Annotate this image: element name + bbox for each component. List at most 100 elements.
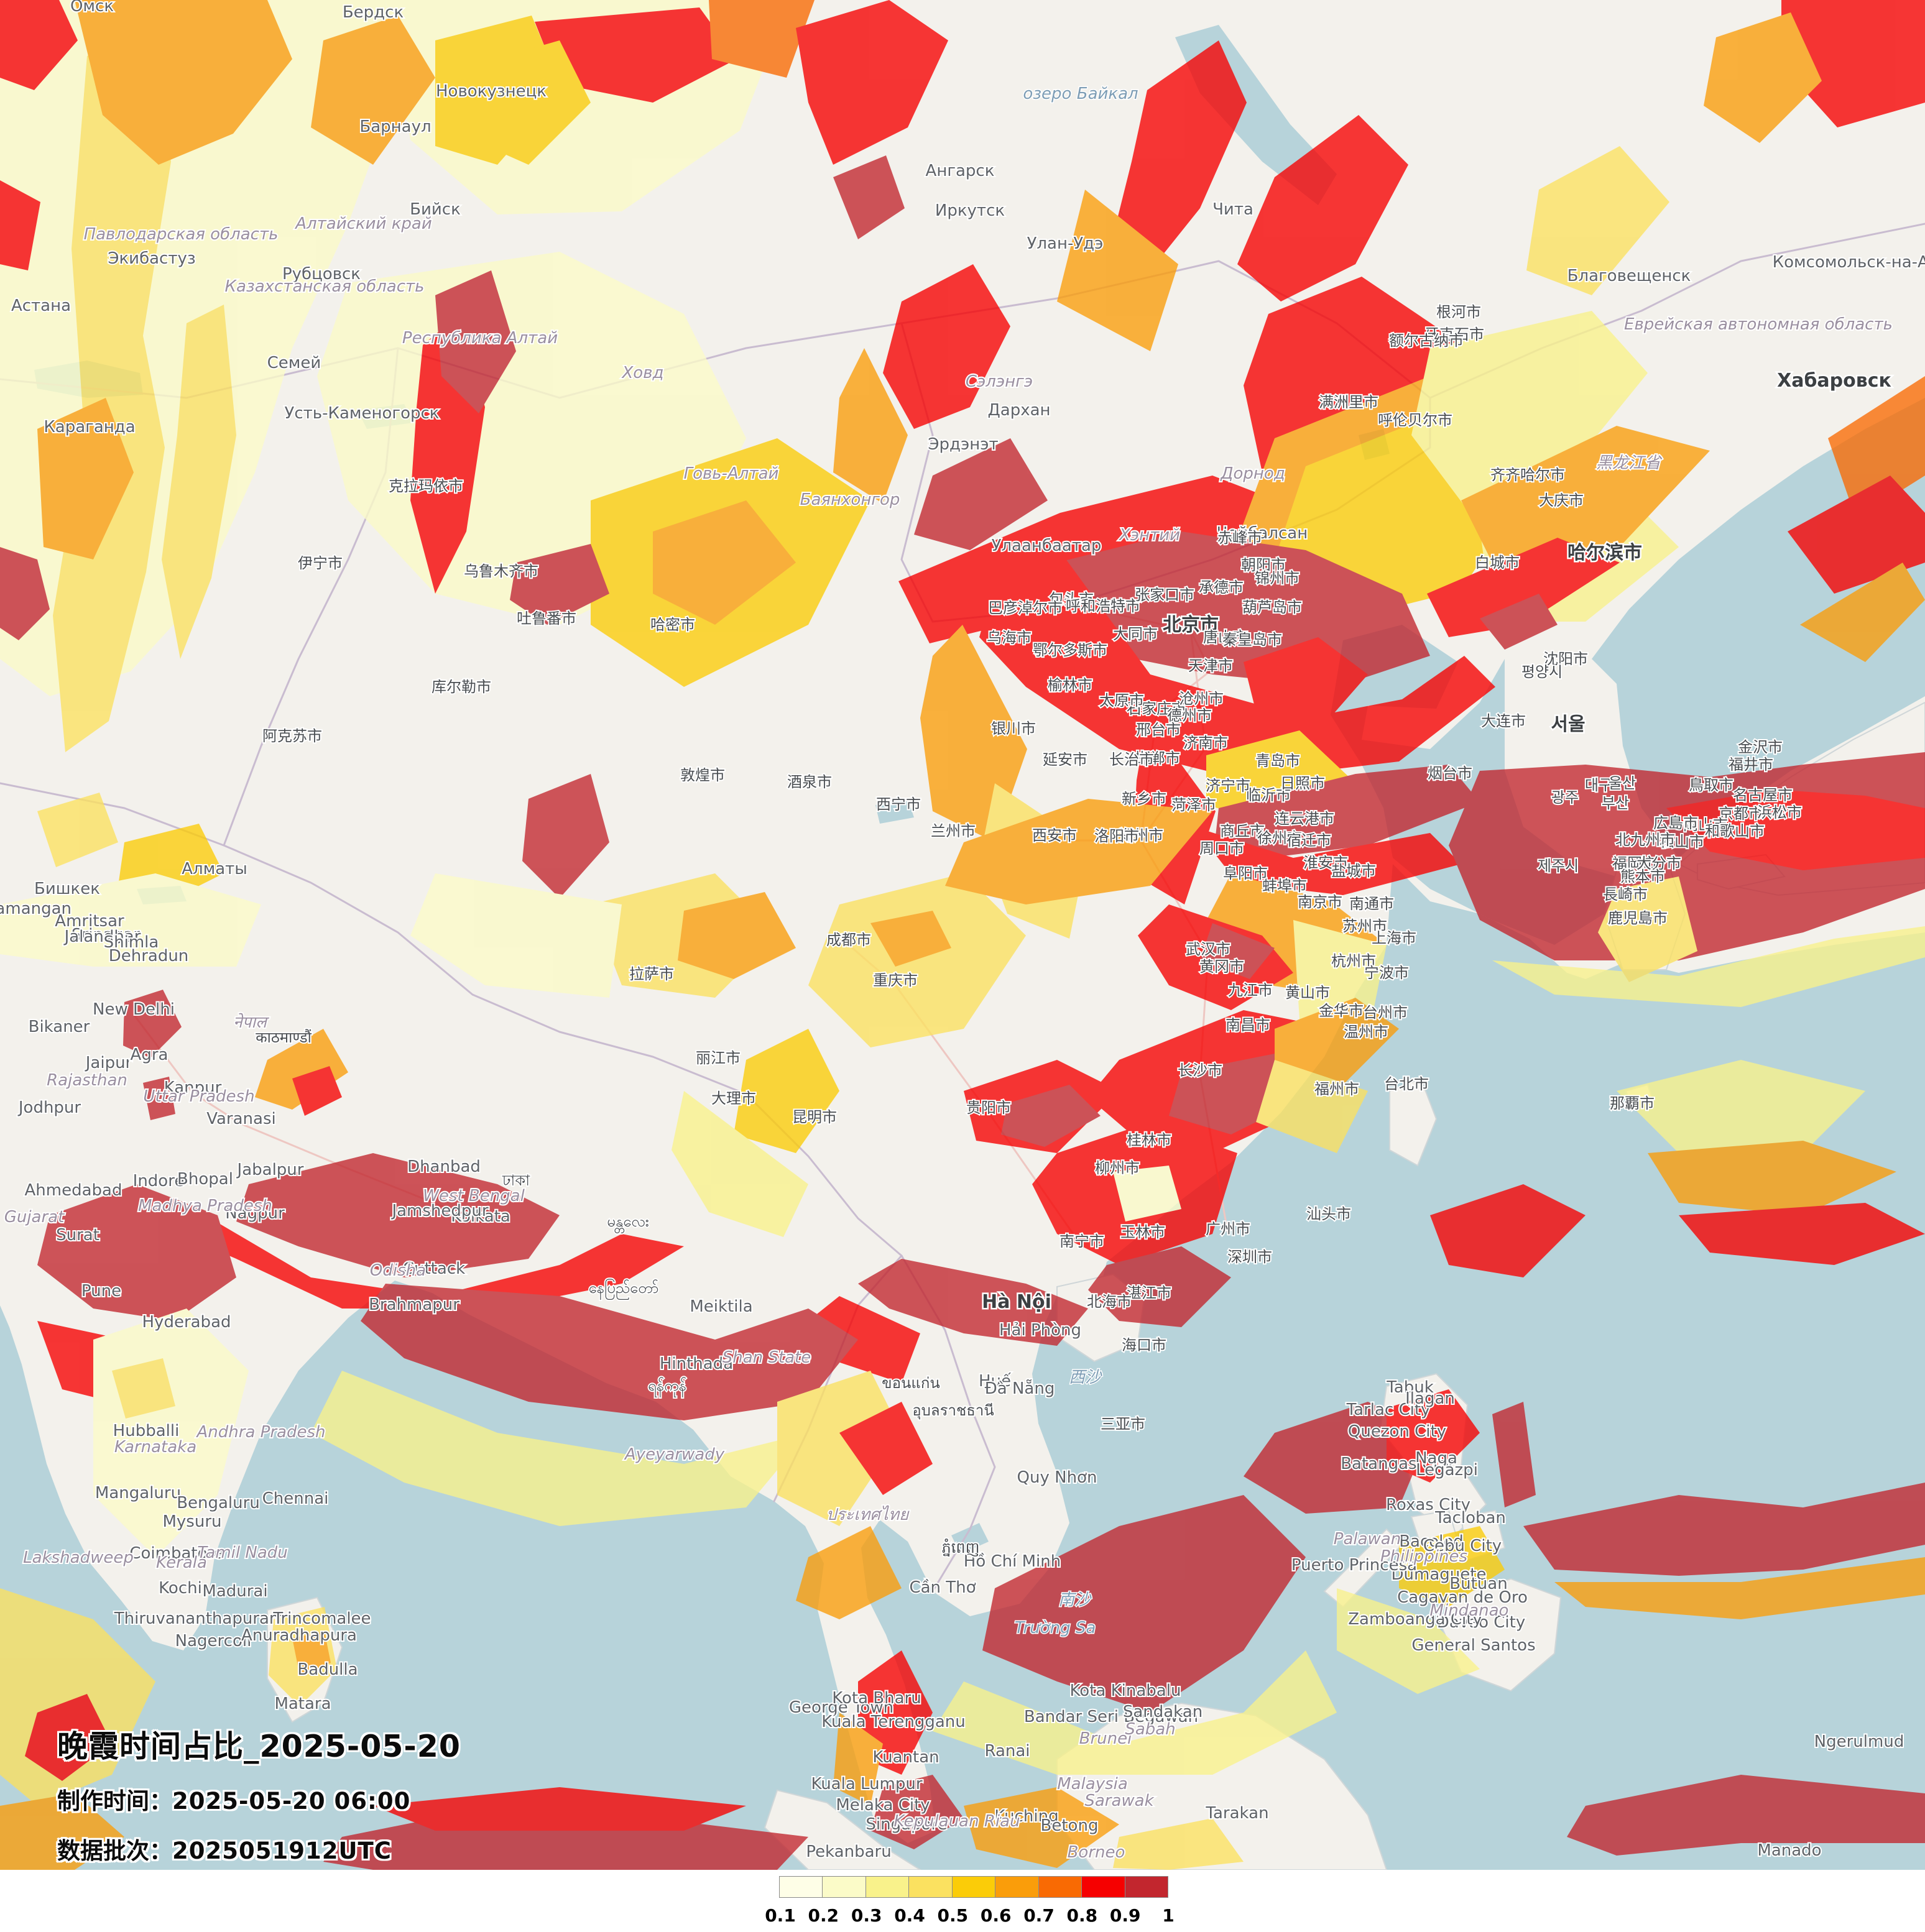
map-label: Tacloban — [1434, 1509, 1506, 1527]
heat-region-level-4 — [808, 873, 1026, 1047]
map-label: Indore — [133, 1172, 185, 1190]
heat-region-level-8 — [25, 1694, 112, 1781]
heat-region-level-6 — [1461, 426, 1710, 563]
map-label: Kerala — [156, 1553, 207, 1572]
map-label: Nagpur — [225, 1204, 285, 1223]
map-label: Экибастуз — [108, 249, 195, 268]
map-label: 鄂尔多斯市 — [1033, 642, 1107, 659]
heatmap-overlay-layer — [0, 0, 1925, 1870]
map-label: 鳥取市 — [1689, 776, 1733, 794]
heat-region-level-8 — [193, 1215, 684, 1309]
map-label: 秦皇岛市 — [1222, 631, 1282, 648]
map-label: 拉萨市 — [629, 965, 674, 983]
map-label: Bikaner — [29, 1018, 90, 1036]
heat-region-level-2 — [410, 873, 622, 998]
heat-region-level-9 — [361, 1284, 858, 1420]
data-batch-value: 2025051912UTC — [172, 1838, 392, 1864]
weather-map-canvas: Омск Бердск Новокузнецк Барнаул Бийск Экибаст… — [0, 0, 1925, 1870]
map-label: 长治市 — [1109, 751, 1154, 768]
map-label: Hà Nội — [982, 1291, 1051, 1313]
map-label: Zamboanga City — [1348, 1610, 1482, 1629]
map-label: Cần Thơ — [909, 1578, 976, 1597]
heat-region-level-6 — [833, 348, 908, 504]
map-label: Ilagan — [1405, 1389, 1455, 1408]
map-label: Говь-Алтай — [684, 464, 779, 483]
heat-region-level-9 — [1567, 1775, 1925, 1856]
heat-region-level-9 — [37, 1184, 236, 1321]
map-label: Singapore — [866, 1815, 947, 1834]
map-label: Puerto Princesa — [1291, 1556, 1417, 1575]
map-label: 北海市 — [1087, 1293, 1132, 1310]
map-label: 哈尔滨市 — [1567, 542, 1642, 564]
map-label: Tamil Nadu — [197, 1543, 288, 1562]
map-label: 湛江市 — [1127, 1284, 1171, 1302]
colorbar-tick: 0.7 — [1023, 1905, 1055, 1926]
map-label: 郑州市 — [1119, 827, 1163, 844]
map-label: Varanasi — [206, 1110, 276, 1128]
map-label: Davao City — [1437, 1613, 1525, 1632]
map-label: 大分市 — [1636, 855, 1681, 872]
map-label: 南沙 — [1058, 1591, 1092, 1609]
map-label: озеро Байкал — [1023, 85, 1138, 103]
map-label: อุบลราชธานี — [912, 1402, 994, 1420]
map-label: Uttar Pradesh — [143, 1087, 254, 1106]
heat-region-level-2 — [1113, 1166, 1181, 1221]
map-label: 克拉玛依市 — [389, 477, 463, 495]
map-label: West Bengal — [423, 1187, 525, 1205]
heat-region-level-9 — [0, 547, 50, 640]
heat-region-level-6 — [678, 892, 796, 979]
map-label: Nagercoil — [175, 1632, 252, 1650]
map-label: Kuala Terengganu — [821, 1713, 966, 1731]
map-label: Караганда — [44, 418, 135, 436]
map-label: 包头市 — [1049, 591, 1094, 608]
heat-region-level-3 — [933, 1650, 1337, 1775]
heat-region-level-4 — [112, 1358, 175, 1419]
map-label: Rajasthan — [47, 1071, 127, 1090]
map-label: Jalandhar — [63, 927, 141, 946]
heat-region-level-9 — [1480, 594, 1558, 650]
map-label: 울산 — [1609, 775, 1636, 792]
colorbar-cell — [1082, 1877, 1125, 1897]
map-label: 日照市 — [1280, 775, 1325, 792]
map-label: 阿克苏市 — [262, 727, 322, 745]
sea-east-south-china-sea-indian-ocean — [0, 864, 1925, 1870]
map-label: Borneo — [1068, 1843, 1125, 1862]
colorbar-cell — [952, 1877, 996, 1897]
map-label: Хэнтий — [1118, 526, 1180, 545]
heat-region-level-8 — [373, 1787, 746, 1831]
colorbar-cell — [909, 1877, 953, 1897]
map-label: 盐城市 — [1331, 862, 1376, 880]
map-title: 晚霞时间占比_2025-05-20 — [57, 1729, 461, 1764]
heat-region-level-9 — [1523, 1483, 1925, 1576]
map-label: Matara — [274, 1695, 331, 1713]
map-label: Бишкек — [34, 880, 100, 898]
map-label: 三亚市 — [1101, 1415, 1145, 1433]
colorbar-tick: 0.1 — [765, 1905, 796, 1926]
map-label: 阜阳市 — [1223, 865, 1268, 882]
heat-region-level-5 — [473, 40, 591, 165]
map-label: 淮安市 — [1303, 854, 1348, 872]
map-label: 福岡市 — [1612, 855, 1657, 872]
map-label: Chennai — [262, 1489, 329, 1508]
map-label: 齐齐哈尔市 — [1490, 466, 1565, 484]
heat-region-level-8 — [535, 7, 737, 103]
map-label: 苏州市 — [1342, 918, 1387, 935]
map-label: 北京市 — [1163, 614, 1219, 636]
map-label: 西宁市 — [876, 796, 921, 813]
heat-region-level-8 — [1113, 40, 1247, 270]
map-label: 徐州市 — [1257, 829, 1302, 847]
map-label: Tarlac City — [1346, 1401, 1431, 1419]
heat-region-level-8 — [1666, 789, 1925, 870]
map-label: Shan State — [722, 1348, 811, 1367]
map-label: 临沂市 — [1246, 786, 1291, 804]
map-label: Agra — [131, 1046, 168, 1064]
heat-region-level-6 — [653, 500, 796, 625]
lake-qinghai — [875, 799, 914, 824]
map-label: 黑龙江省 — [1596, 454, 1663, 472]
heat-region-level-2 — [0, 873, 261, 967]
heat-region-level-6 — [1057, 190, 1178, 351]
map-label: Surat — [56, 1226, 99, 1244]
map-label: 武汉市 — [1186, 941, 1230, 958]
map-label: Mysuru — [162, 1512, 221, 1531]
